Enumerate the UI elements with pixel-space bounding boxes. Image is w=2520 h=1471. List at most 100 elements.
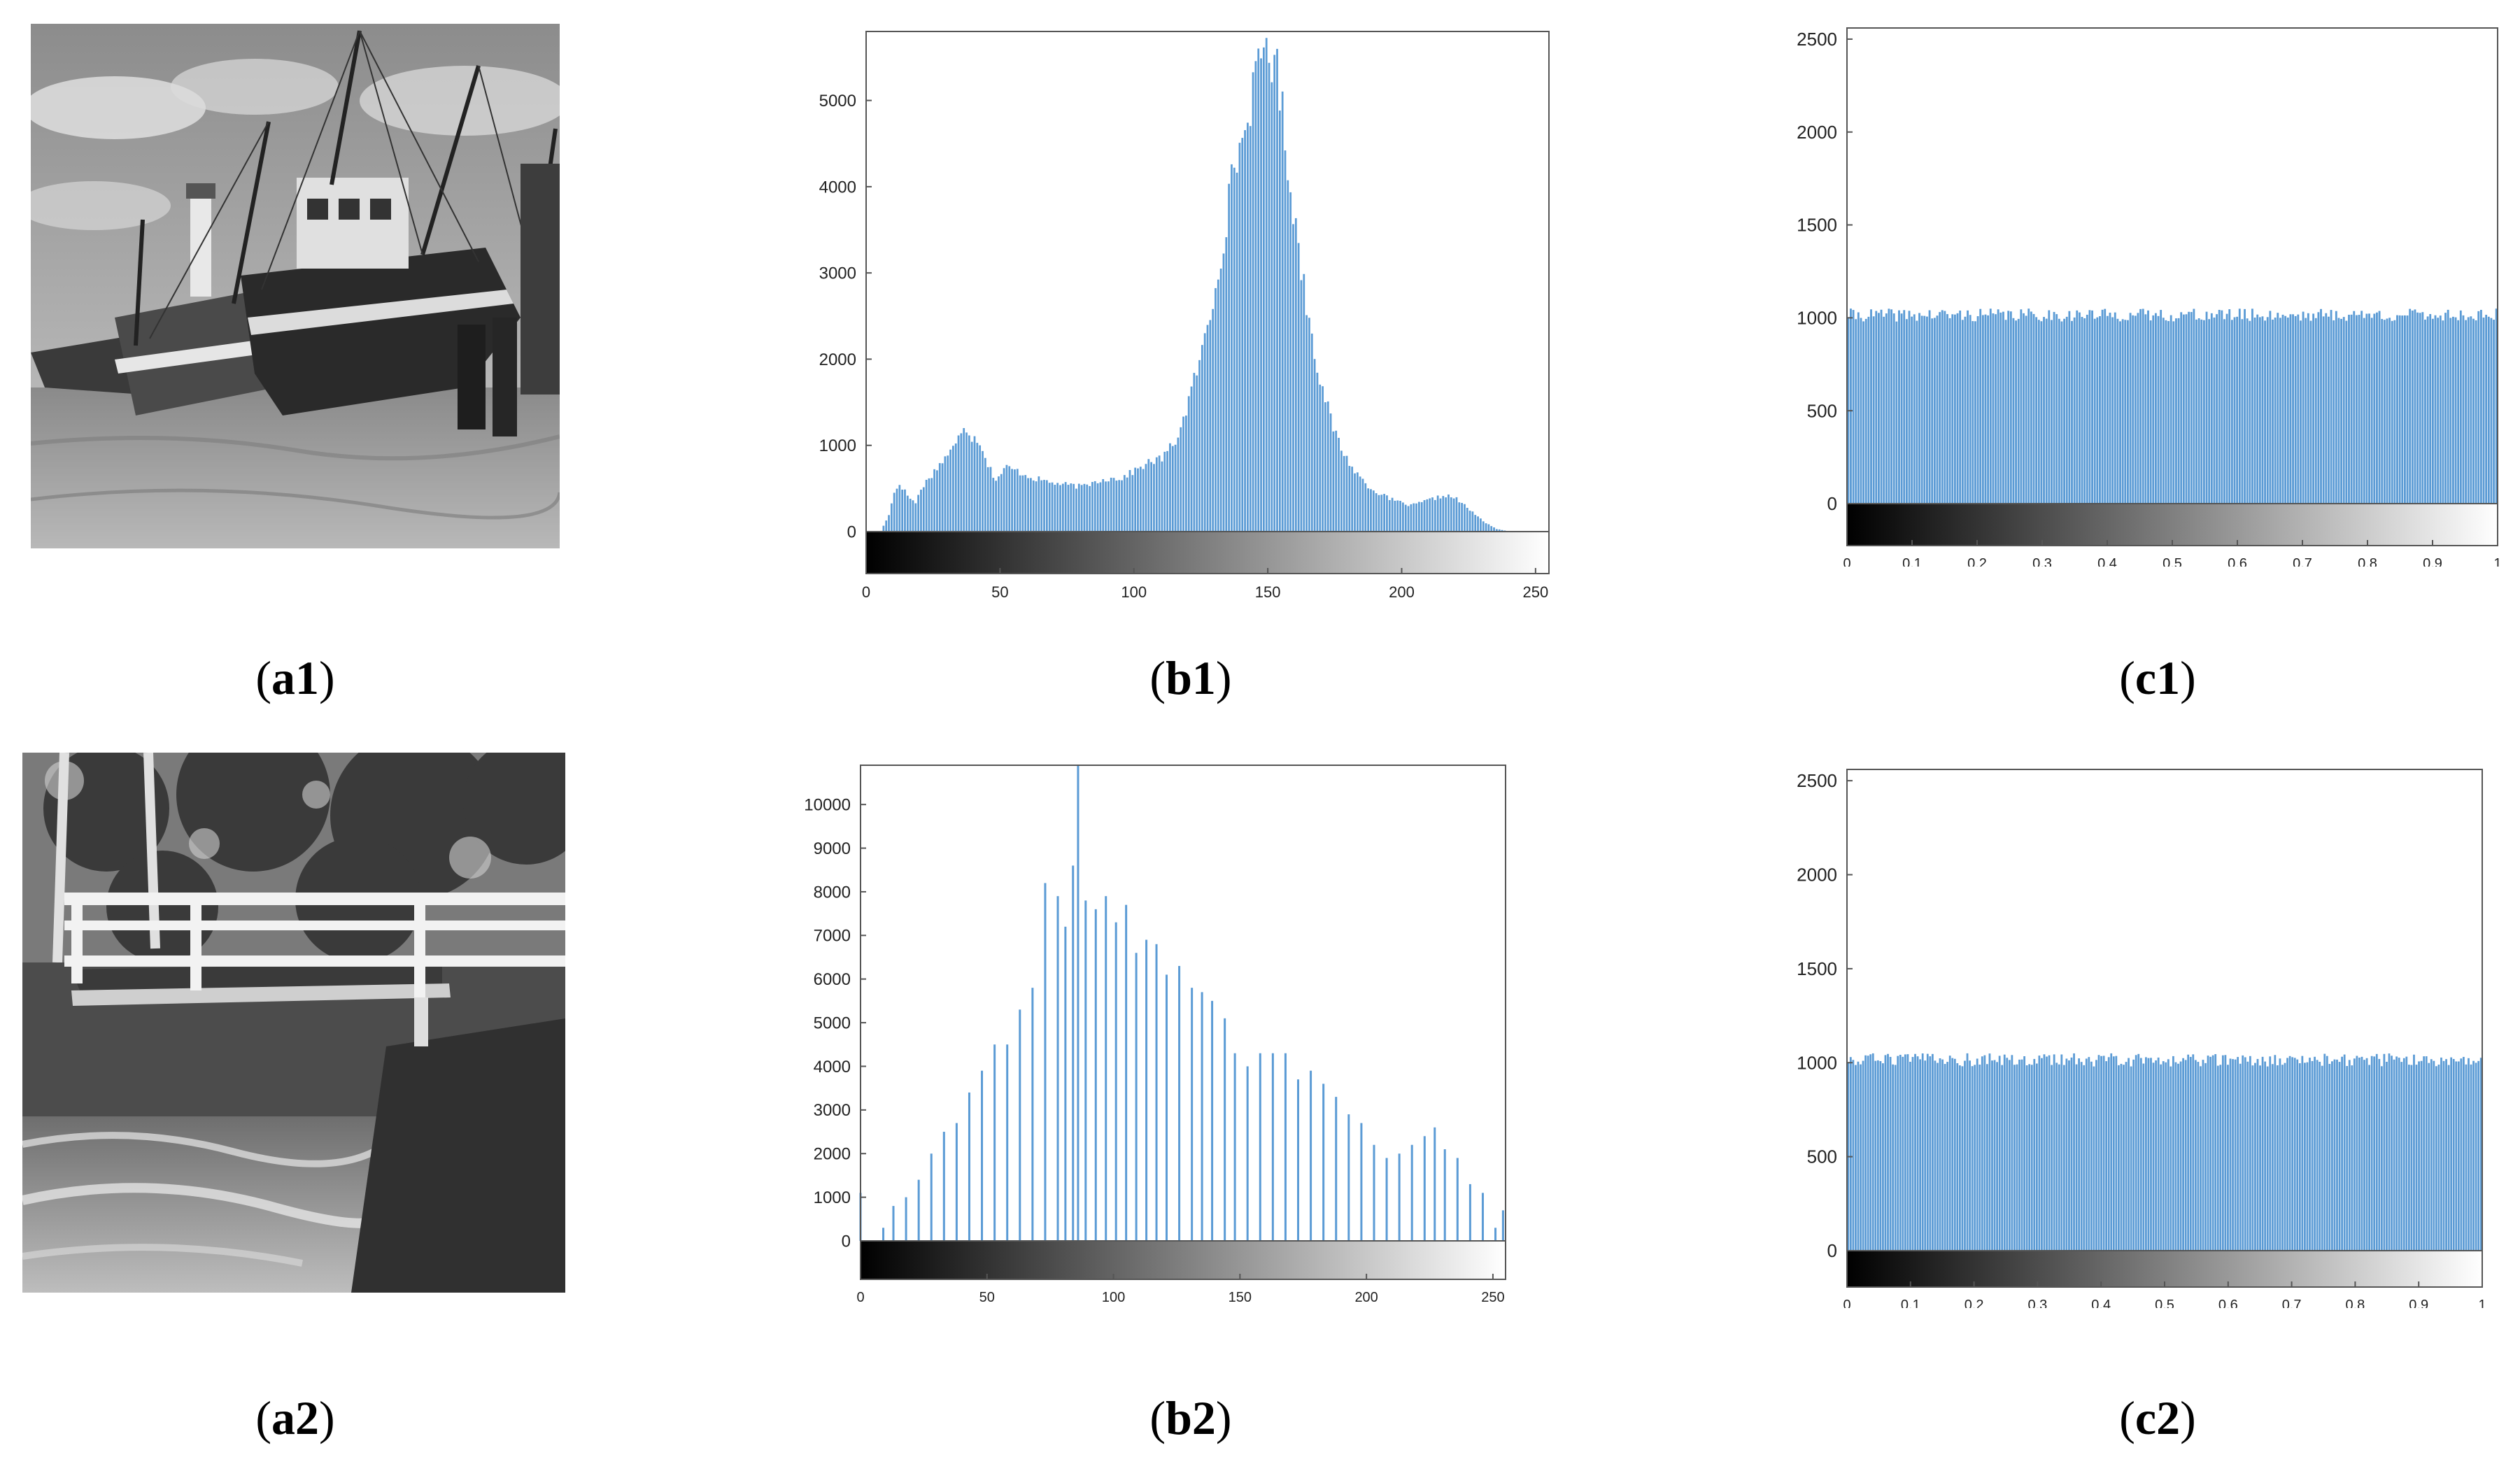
bar xyxy=(2041,1058,2043,1251)
bar xyxy=(1959,311,1962,504)
bar xyxy=(1254,61,1257,532)
bar xyxy=(1238,143,1241,532)
x-tick-label: 150 xyxy=(1229,1290,1252,1305)
x-tick-label: 0.7 xyxy=(2282,1298,2302,1308)
bar xyxy=(1212,308,1215,532)
bar xyxy=(2452,316,2454,504)
bar xyxy=(1236,172,1238,532)
bar xyxy=(1225,237,1228,532)
bar xyxy=(1121,480,1123,532)
bar xyxy=(2472,318,2475,504)
bar xyxy=(2482,317,2485,504)
bar xyxy=(1885,313,1888,504)
x-tick-label: 100 xyxy=(1121,583,1147,601)
bar xyxy=(1300,280,1303,532)
bar xyxy=(1998,1056,2001,1251)
bar xyxy=(2279,318,2281,504)
bar xyxy=(2244,1057,2246,1251)
bar xyxy=(1495,529,1498,532)
bar xyxy=(2150,1058,2152,1251)
bar xyxy=(2229,1058,2232,1251)
bar xyxy=(2341,1056,2343,1251)
colorbar-b1 xyxy=(865,531,1550,574)
bar xyxy=(949,449,951,532)
y-tick-label: 1000 xyxy=(1797,1052,1837,1073)
bar xyxy=(1091,482,1093,532)
bar xyxy=(2475,320,2477,504)
bar xyxy=(1941,310,1944,504)
y-tick-label: 500 xyxy=(1807,1146,1837,1167)
bar xyxy=(1099,482,1102,532)
bar xyxy=(2435,1066,2437,1251)
bar xyxy=(1024,475,1027,532)
bar xyxy=(1933,318,1936,504)
bar xyxy=(2447,309,2449,504)
bar xyxy=(2444,313,2447,504)
x-tick-label: 0.3 xyxy=(2027,1298,2047,1308)
bar xyxy=(2194,1060,2197,1251)
bar xyxy=(2342,317,2345,504)
bar xyxy=(2172,321,2175,504)
bar xyxy=(2311,1060,2314,1251)
bar xyxy=(2378,311,2381,504)
bar xyxy=(1244,130,1246,532)
bar xyxy=(2298,1063,2301,1251)
y-tick-label: 10000 xyxy=(805,796,851,815)
bar xyxy=(1105,481,1107,532)
x-tick-label: 0 xyxy=(856,1290,864,1305)
bar xyxy=(1434,1127,1436,1241)
bar xyxy=(2470,316,2472,504)
bar xyxy=(2174,1062,2177,1251)
bar xyxy=(1083,483,1086,532)
bar xyxy=(2403,315,2406,504)
bar xyxy=(2160,1064,2162,1251)
bar xyxy=(1882,1063,1884,1251)
bar xyxy=(2132,1059,2135,1251)
bar xyxy=(909,499,912,532)
bar xyxy=(2274,318,2277,504)
x-tick-label: 200 xyxy=(1389,583,1415,601)
histogram-b1: 0 1000 2000 3000 4000 5000 0 50 100 150 200 250 xyxy=(805,7,1560,602)
bar xyxy=(2167,320,2169,504)
bar xyxy=(2013,1065,2016,1251)
bar xyxy=(1287,180,1289,532)
bar xyxy=(2033,1058,2036,1251)
bar xyxy=(2237,1057,2239,1251)
bar xyxy=(1351,467,1354,532)
bar xyxy=(1849,1057,1852,1251)
bar xyxy=(1215,287,1217,532)
bar xyxy=(1984,314,1987,504)
x-tick-label: 0.1 xyxy=(1902,556,1922,567)
bar xyxy=(992,478,995,532)
bar xyxy=(2073,1053,2075,1251)
bar xyxy=(2053,311,2055,504)
bar xyxy=(1850,308,1852,504)
bar xyxy=(1946,1062,1949,1251)
bar xyxy=(1259,1053,1261,1241)
bar xyxy=(2134,315,2137,504)
bar xyxy=(2157,315,2160,504)
bar xyxy=(1916,1056,1919,1251)
bar xyxy=(2048,310,2051,504)
x-tick-label: 0 xyxy=(862,583,870,601)
bar xyxy=(2316,1060,2319,1251)
bar xyxy=(1874,1060,1877,1251)
bar xyxy=(2445,1059,2447,1251)
bar xyxy=(1032,480,1035,532)
bar xyxy=(1150,462,1152,532)
x-tick-label: 0.2 xyxy=(1967,556,1987,567)
bar xyxy=(1166,450,1168,532)
bar xyxy=(2409,308,2412,504)
bar xyxy=(1284,1053,1287,1241)
bar xyxy=(2035,317,2038,504)
bar xyxy=(2415,1065,2418,1251)
bar xyxy=(1380,495,1383,532)
bar xyxy=(2360,1056,2363,1251)
bridge-photo xyxy=(22,753,565,1293)
bar xyxy=(1887,1053,1889,1251)
bar xyxy=(1070,483,1073,532)
x-tick-label: 0.9 xyxy=(2423,556,2442,567)
bar xyxy=(1128,469,1131,532)
bar xyxy=(1897,1056,1899,1251)
bar xyxy=(2102,1056,2105,1251)
